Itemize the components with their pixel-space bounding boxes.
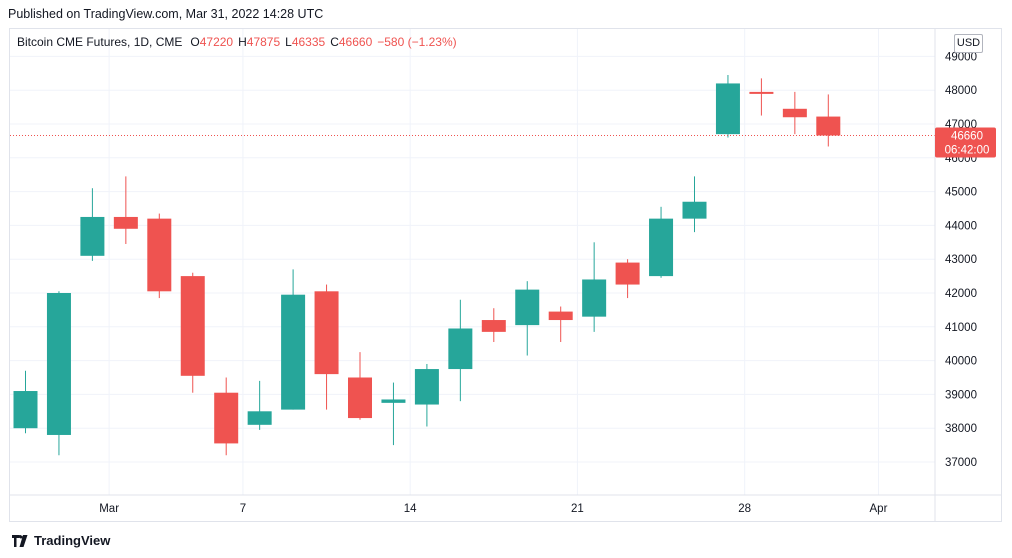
time-tick-label: Apr <box>870 503 888 515</box>
candle[interactable] <box>13 370 38 434</box>
change-value: −580 (−1.23%) <box>377 35 457 49</box>
time-tick-label: 21 <box>571 503 584 515</box>
candle[interactable] <box>46 291 71 456</box>
time-tick-label: 28 <box>738 503 751 515</box>
candle-body <box>13 391 38 429</box>
candle[interactable] <box>682 176 707 233</box>
candle[interactable] <box>180 272 205 393</box>
candle-body <box>281 294 306 410</box>
candle-body <box>448 328 473 370</box>
time-tick-label: 14 <box>404 503 417 515</box>
candle[interactable] <box>414 363 439 427</box>
time-tick-label: Mar <box>99 503 119 515</box>
candle-body <box>147 218 172 292</box>
chart-frame <box>9 28 1002 522</box>
candle-body <box>247 411 272 425</box>
candle[interactable] <box>782 91 807 135</box>
time-axis: Mar 7 14 21 28 Apr <box>99 503 887 515</box>
candle-body <box>80 216 105 256</box>
candle-body <box>582 279 607 317</box>
candle[interactable] <box>715 74 740 138</box>
high-value: 47875 <box>246 35 281 49</box>
candle-body <box>715 83 740 135</box>
candle-body <box>615 262 640 285</box>
candle-body <box>214 392 239 444</box>
candle-body <box>515 289 540 326</box>
footer-brand: TradingView <box>12 533 110 548</box>
candle[interactable] <box>615 259 640 299</box>
price-tick-label: 42000 <box>945 288 977 300</box>
candle[interactable] <box>548 306 573 343</box>
candle[interactable] <box>147 213 172 299</box>
countdown-value: 06:42:00 <box>945 144 990 156</box>
low-value: 46335 <box>291 35 326 49</box>
close-label: C <box>330 35 339 49</box>
ohlc-legend: Bitcoin CME Futures, 1D, CME O47220 H47875… <box>17 35 457 49</box>
price-tick-label: 45000 <box>945 187 977 199</box>
last-price-tag: 46660 06:42:00 <box>935 127 996 158</box>
candle[interactable] <box>749 78 774 116</box>
candle[interactable] <box>281 269 306 410</box>
candle-body <box>314 291 339 375</box>
candle[interactable] <box>816 94 841 147</box>
price-axis: 37000 38000 39000 40000 41000 42000 43000 44000… <box>945 51 977 469</box>
currency-button[interactable]: USD <box>954 34 983 53</box>
price-tick-label: 39000 <box>945 389 977 401</box>
candle[interactable] <box>348 352 372 420</box>
published-caption: Published on TradingView.com, Mar 31, 20… <box>8 7 324 21</box>
candle-body <box>649 218 674 277</box>
candle[interactable] <box>314 284 339 410</box>
price-tick-label: 48000 <box>945 85 977 97</box>
price-tick-label: 49000 <box>945 51 977 63</box>
candle-body <box>46 293 71 435</box>
price-tick-label: 38000 <box>945 423 977 435</box>
candle-body <box>682 201 707 219</box>
candle-body <box>782 108 807 118</box>
price-tick-label: 44000 <box>945 220 977 232</box>
candle[interactable] <box>582 242 607 332</box>
tradingview-logo-icon <box>12 534 28 547</box>
candle-body <box>113 216 138 229</box>
time-tick-label: 7 <box>240 503 246 515</box>
candle[interactable] <box>649 206 674 278</box>
candle[interactable] <box>381 382 406 446</box>
candle[interactable] <box>80 188 105 261</box>
high-label: H <box>238 35 247 49</box>
candle-body <box>548 311 573 321</box>
candle[interactable] <box>214 377 239 456</box>
candle-body <box>816 116 841 136</box>
candles <box>13 74 841 456</box>
open-value: 47220 <box>199 35 234 49</box>
candle[interactable] <box>113 176 138 244</box>
candle[interactable] <box>247 380 272 430</box>
price-tick-label: 40000 <box>945 356 977 368</box>
price-tick-label: 43000 <box>945 254 977 266</box>
candle-body <box>180 276 205 376</box>
candle[interactable] <box>481 308 506 343</box>
price-tick-label: 41000 <box>945 322 977 334</box>
candle-body <box>749 91 774 94</box>
candle[interactable] <box>448 299 473 402</box>
candle-body <box>381 399 406 403</box>
low-label: L <box>285 35 292 49</box>
candle-body <box>348 377 372 419</box>
close-value: 46660 <box>338 35 373 49</box>
candle[interactable] <box>515 281 540 356</box>
candle-body <box>481 320 506 332</box>
candle-body <box>414 369 439 405</box>
last-price-value: 46660 <box>951 130 983 142</box>
symbol-title[interactable]: Bitcoin CME Futures, 1D, CME <box>17 35 183 49</box>
open-label: O <box>190 35 200 49</box>
last-price-tag-bg <box>935 127 996 158</box>
price-tick-label: 37000 <box>945 457 977 469</box>
footer-brand-text: TradingView <box>34 533 111 548</box>
